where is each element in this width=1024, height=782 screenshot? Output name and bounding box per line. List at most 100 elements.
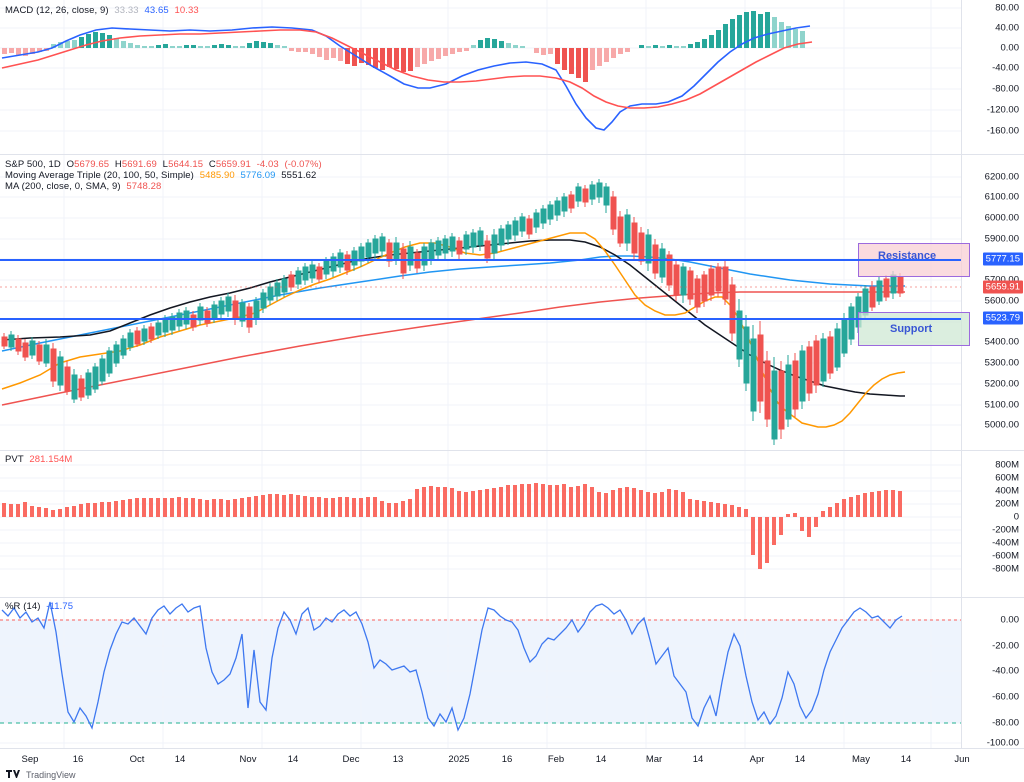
macd-axis-label: -40.00 [992, 62, 1019, 74]
pvt-axis-label: -800M [992, 563, 1019, 575]
time-label: 16 [72, 754, 84, 765]
pvt-axis-label: -600M [992, 550, 1019, 562]
ohlc-close: 5659.91 [215, 159, 251, 170]
williams-r-line [1, 601, 903, 732]
resistance-price-badge[interactable]: 5777.15 [982, 252, 1023, 266]
price-axis-label: 5300.00 [984, 357, 1019, 369]
ohlc-open: 5679.65 [74, 159, 110, 170]
williams-r-pane[interactable]: 0.00 -20.00 -40.00 -60.00 -80.00 -100.00… [0, 598, 1024, 748]
support-zone[interactable] [858, 312, 970, 346]
macd-value-histogram: 10.33 [174, 5, 199, 16]
macd-axis-label: 80.00 [995, 2, 1019, 14]
support-line[interactable] [0, 318, 961, 320]
ma-triple-title: Moving Average Triple (20, 100, 50, Simp… [5, 170, 194, 181]
pvt-plot-area[interactable] [0, 451, 961, 597]
macd-line [1, 25, 811, 131]
pvt-plot-svg [0, 451, 961, 597]
macd-plot-area[interactable] [0, 0, 961, 154]
support-label: Support [890, 323, 933, 335]
pvt-legend[interactable]: PVT 281.154M [5, 454, 72, 465]
price-change: -4.03 [256, 159, 279, 170]
pane-divider [0, 450, 1024, 451]
macd-pane[interactable]: 80.00 40.00 0.00 -40.00 -80.00 -120.00 -… [0, 0, 1024, 154]
time-label: Mar [645, 754, 663, 765]
macd-axis-label: -80.00 [992, 83, 1019, 95]
pvt-axis-label: 400M [995, 485, 1019, 497]
price-gridlines [0, 155, 961, 450]
ma50-value: 5551.62 [281, 170, 317, 181]
pane-divider [0, 154, 1024, 155]
williams-axis-label: -20.00 [992, 640, 1019, 652]
pvt-axis-label: 800M [995, 459, 1019, 471]
pvt-axis-label: -400M [992, 537, 1019, 549]
time-label: Nov [239, 754, 257, 765]
price-axis-label: 5700.00 [985, 275, 1019, 286]
last-price-badge[interactable]: 5659.91 [982, 280, 1023, 294]
footer: TradingView [0, 768, 1024, 782]
price-axis-label: 5900.00 [984, 233, 1019, 245]
price-axis-label: 5400.00 [984, 336, 1019, 348]
price-legend-line3[interactable]: MA (200, close, 0, SMA, 9) 5748.28 [5, 181, 161, 192]
time-label: 16 [501, 754, 513, 765]
macd-axis-label: -160.00 [986, 125, 1019, 137]
pvt-axis-label: -200M [992, 524, 1019, 536]
ma100-value: 5776.09 [240, 170, 276, 181]
time-label: 14 [900, 754, 912, 765]
tradingview-logo-icon[interactable] [6, 770, 22, 780]
pvt-pane[interactable]: 800M 600M 400M 200M 0 -200M -400M -600M … [0, 451, 1024, 597]
ohlc-high: 5691.69 [121, 159, 157, 170]
price-plot-svg [0, 155, 961, 450]
williams-axis-label: -60.00 [992, 691, 1019, 703]
time-label: Dec [342, 754, 360, 765]
price-axis-label: 6200.00 [984, 171, 1019, 183]
price-axis-label: 5200.00 [984, 378, 1019, 390]
pvt-value: 281.154M [29, 454, 73, 465]
price-pane[interactable]: Resistance Support 6200.00 6100.00 6000.… [0, 155, 1024, 450]
macd-value-signal: 43.65 [144, 5, 169, 16]
macd-gridlines [0, 0, 961, 154]
williams-r-legend-title: %R (14) [5, 601, 41, 612]
williams-axis-label: -80.00 [992, 717, 1019, 729]
price-plot-area[interactable] [0, 155, 961, 450]
macd-legend[interactable]: MACD (12, 26, close, 9) 33.33 43.65 10.3… [5, 5, 199, 16]
ma200-value: 5748.28 [126, 181, 162, 192]
price-axis-label: 6000.00 [984, 212, 1019, 224]
time-label: 14 [287, 754, 299, 765]
support-price-badge[interactable]: 5523.79 [982, 311, 1023, 325]
macd-price-scale[interactable]: 80.00 40.00 0.00 -40.00 -80.00 -120.00 -… [961, 0, 1024, 154]
pvt-axis-label: 600M [995, 472, 1019, 484]
macd-legend-title: MACD (12, 26, close, 9) [5, 5, 109, 16]
time-label: 14 [794, 754, 806, 765]
ma200-title: MA (200, close, 0, SMA, 9) [5, 181, 121, 192]
williams-r-scale[interactable]: 0.00 -20.00 -40.00 -60.00 -80.00 -100.00 [961, 598, 1024, 748]
price-scale[interactable]: 6200.00 6100.00 6000.00 5900.00 5800.00 … [961, 155, 1024, 450]
pvt-histogram [2, 483, 902, 569]
price-change-percent: (-0.07%) [284, 159, 322, 170]
pvt-legend-title: PVT [5, 454, 24, 465]
time-label: Jun [954, 754, 970, 765]
macd-axis-label: -120.00 [986, 104, 1019, 116]
macd-axis-label: 0.00 [1000, 42, 1020, 54]
macd-histogram [2, 11, 805, 82]
williams-r-legend[interactable]: %R (14) -11.75 [5, 601, 73, 612]
williams-axis-label: -100.00 [986, 737, 1019, 749]
brand-name[interactable]: TradingView [26, 770, 76, 780]
pvt-scale[interactable]: 800M 600M 400M 200M 0 -200M -400M -600M … [961, 451, 1024, 597]
williams-r-plot-svg [0, 598, 961, 748]
price-axis-label: 6100.00 [984, 191, 1019, 203]
price-legend-line2[interactable]: Moving Average Triple (20, 100, 50, Simp… [5, 170, 316, 181]
price-legend-line1[interactable]: S&P 500, 1D O5679.65 H5691.69 L5644.15 C… [5, 159, 322, 170]
time-axis[interactable]: Sep 16 Oct 14 Nov 14 Dec 13 2025 16 Feb … [0, 748, 1024, 768]
williams-axis-label: -40.00 [992, 665, 1019, 677]
ma20-value: 5485.90 [199, 170, 235, 181]
pvt-axis-label: 200M [995, 498, 1019, 510]
price-axis-label: 5000.00 [984, 419, 1019, 431]
time-label: Feb [547, 754, 565, 765]
time-label: 14 [692, 754, 704, 765]
williams-r-plot-area[interactable] [0, 598, 961, 748]
williams-r-value: -11.75 [46, 601, 74, 612]
macd-axis-label: 40.00 [995, 22, 1019, 34]
resistance-label: Resistance [878, 250, 937, 262]
resistance-line[interactable] [0, 259, 961, 261]
